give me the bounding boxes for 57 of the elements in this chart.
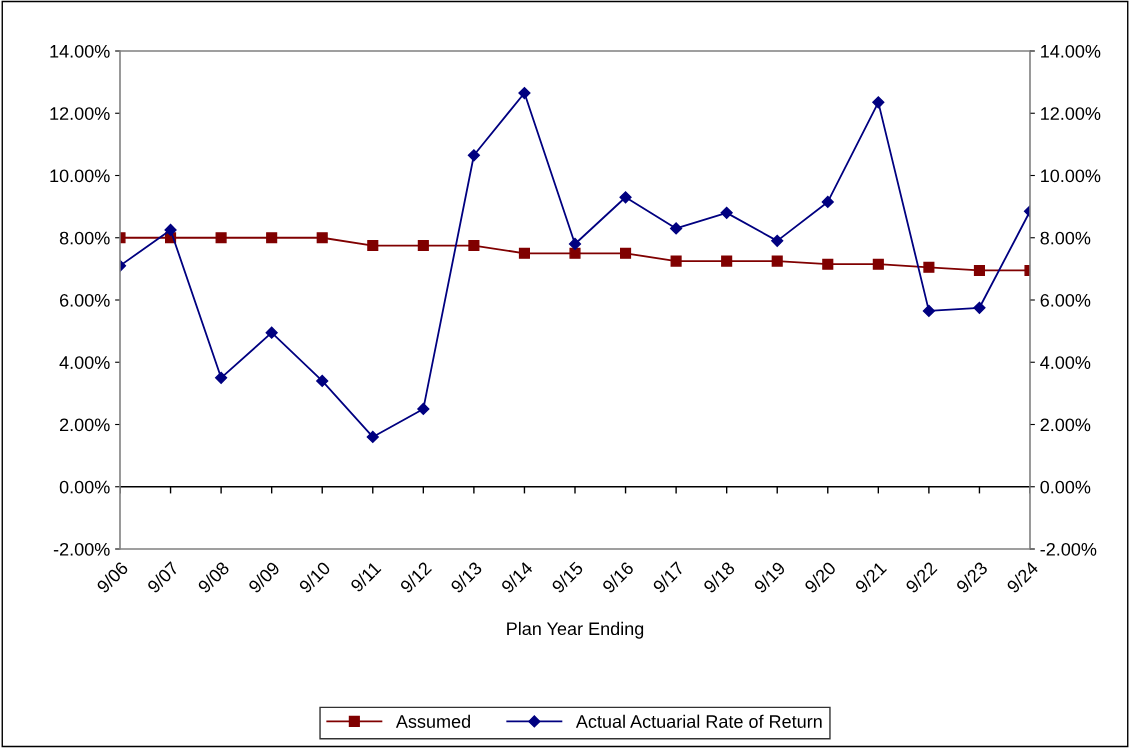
point <box>316 232 328 244</box>
point <box>721 255 733 267</box>
point <box>872 96 885 109</box>
point <box>720 206 733 219</box>
point <box>215 371 228 384</box>
y2-tick-label: 8.00% <box>1040 231 1091 245</box>
point <box>771 255 783 267</box>
y-tick-label: 8.00% <box>59 231 110 245</box>
y2-tick-label: 6.00% <box>1040 293 1091 307</box>
y-tick-label: 2.00% <box>59 418 110 432</box>
y2-tick-label: 4.00% <box>1040 356 1091 369</box>
x-tick-label: 9/11 <box>349 560 382 593</box>
point <box>417 239 429 252</box>
y2-tick-label: 0.00% <box>1040 480 1091 494</box>
y2-tick-label: 2.00% <box>1040 418 1091 432</box>
point <box>316 374 329 388</box>
point <box>265 326 278 339</box>
y-tick-label: 4.00% <box>59 356 110 369</box>
y2-tick-label: 14.00% <box>1041 44 1101 58</box>
point <box>923 261 935 273</box>
point <box>266 232 278 244</box>
point <box>518 247 531 259</box>
point <box>670 255 682 267</box>
point <box>417 402 430 416</box>
x-tick-label: 9/21 <box>854 560 888 594</box>
y-tick-label: 12.00% <box>50 107 110 120</box>
point <box>568 237 582 251</box>
y-tick-label: -2.00% <box>53 542 110 556</box>
point <box>922 304 935 317</box>
legend-label: Assumed <box>395 714 470 728</box>
point <box>518 86 531 100</box>
legend-label: Actual Actuarial Rate of Return <box>575 714 822 728</box>
point <box>467 149 480 162</box>
point <box>468 239 480 252</box>
point <box>619 191 632 204</box>
point <box>215 232 227 244</box>
y-tick-label: 14.00% <box>50 44 110 58</box>
y2-tick-label: 12.00% <box>1041 107 1101 120</box>
point <box>771 234 784 247</box>
point <box>366 430 379 444</box>
point <box>569 247 581 259</box>
y2-tick-label: 10.00% <box>1041 169 1101 183</box>
x-tick-label: 9/09 <box>247 560 281 594</box>
point <box>821 195 834 209</box>
y-tick-label: 6.00% <box>60 293 110 307</box>
point <box>822 258 834 270</box>
x-axis-title: Plan Year Ending <box>507 621 644 639</box>
point <box>872 258 884 270</box>
y-tick-label: 10.00% <box>50 169 110 183</box>
y-tick-label: 0.00% <box>59 480 110 494</box>
point <box>973 264 986 276</box>
point <box>973 301 986 314</box>
point <box>619 247 632 259</box>
point <box>367 239 379 252</box>
point <box>164 223 177 237</box>
y2-tick-label: -2.00% <box>1040 542 1097 556</box>
point <box>670 222 683 235</box>
